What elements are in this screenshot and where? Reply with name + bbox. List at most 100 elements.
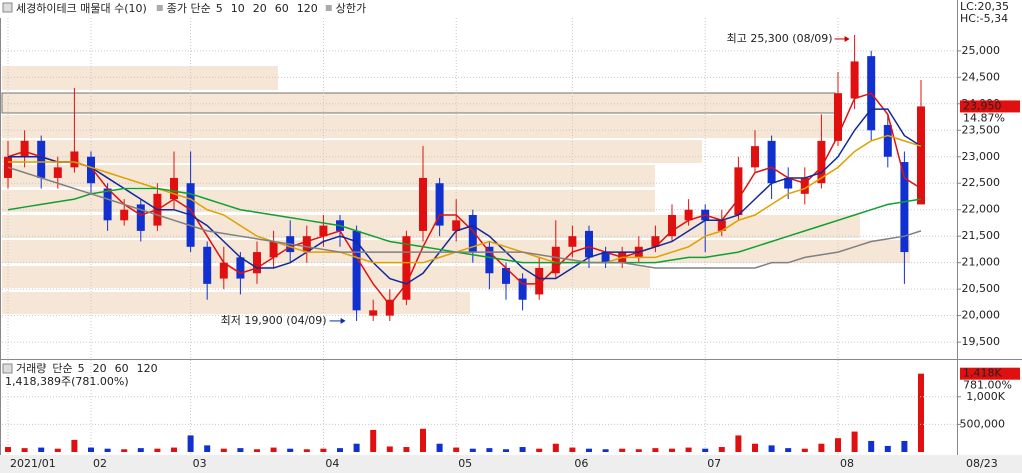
candle-body — [684, 209, 693, 221]
volume-bar — [586, 448, 592, 452]
x-tick-label: 07 — [707, 457, 721, 470]
candle-body — [834, 93, 842, 141]
candle-body — [103, 188, 112, 221]
volume-bar — [486, 448, 493, 452]
candle-body — [402, 236, 411, 300]
volume-bar — [918, 373, 924, 452]
volume-bar — [21, 448, 28, 452]
volume-bar — [884, 445, 891, 452]
last-price-box — [960, 100, 1020, 113]
candle-body — [518, 278, 527, 300]
candle-body — [352, 230, 361, 311]
candle-body — [236, 257, 245, 279]
volume-bar — [801, 448, 808, 452]
candle-body — [551, 246, 560, 274]
legend-icon — [2, 2, 13, 13]
volume-bar — [270, 447, 277, 452]
volume-bar — [785, 448, 792, 452]
candle-body — [900, 162, 909, 253]
volume-bar — [552, 443, 559, 452]
legend-entry: 120 — [297, 2, 318, 15]
volume-bar — [752, 443, 758, 452]
volume-bar — [154, 448, 161, 452]
candle-body — [767, 140, 776, 184]
volume-bar — [337, 448, 343, 452]
candle-body — [87, 156, 95, 184]
volume-bar — [818, 443, 825, 452]
y-tick-label: 20,000 — [962, 309, 1001, 322]
candle-body — [452, 220, 461, 231]
legend-entry: 120 — [137, 362, 158, 375]
ma-line — [7, 187, 922, 264]
candle-body — [302, 236, 311, 253]
legend-icon — [325, 5, 332, 11]
candle-body — [136, 204, 145, 231]
volume-bar — [469, 448, 476, 452]
volume-bar — [685, 447, 692, 452]
x-tick-label: 08 — [840, 457, 854, 470]
volume-bar — [901, 440, 908, 452]
candle-body — [120, 209, 129, 221]
y-tick-label: 1,000K — [966, 390, 1005, 403]
candle-body — [419, 177, 427, 231]
candle-body — [53, 167, 62, 178]
candle-body — [734, 167, 743, 216]
legend-entry: 20 — [253, 2, 267, 15]
x-tick-label: 2021/01 — [10, 457, 56, 470]
candle-body — [485, 246, 494, 274]
y-tick-label: 21,500 — [962, 229, 1001, 242]
x-tick-label: 04 — [325, 457, 339, 470]
volume-bar — [187, 435, 194, 452]
candle-body — [717, 220, 726, 231]
candle-body — [37, 140, 46, 178]
candle-body — [651, 236, 660, 247]
volume-bar — [768, 445, 775, 452]
volume-bar — [204, 445, 211, 452]
volume-bar — [220, 448, 227, 452]
volume-bar — [635, 449, 642, 452]
x-tick-label: 08/23 — [966, 457, 998, 470]
lc-label: LC:20,35 — [960, 0, 1009, 13]
volume-bar — [702, 448, 709, 452]
candle-body — [170, 177, 178, 200]
candle-body — [535, 267, 544, 295]
chart-title: 세경하이테크 매물대 수(10) — [16, 1, 147, 15]
volume-bar — [320, 448, 327, 452]
volume-bar — [536, 448, 543, 452]
candle-body — [70, 151, 79, 168]
volume-bar — [669, 448, 675, 452]
y-tick-label: 19,500 — [962, 335, 1001, 348]
volume-bar — [851, 431, 858, 452]
legend-label: 종가 단순 — [167, 2, 211, 15]
candle-body — [883, 124, 892, 157]
candle-body — [385, 299, 394, 316]
legend-label: 단순 — [52, 362, 72, 375]
arrow-head — [340, 317, 346, 324]
candle-body — [850, 61, 859, 99]
candle-body — [253, 252, 261, 274]
candle-body — [435, 183, 444, 226]
volume-bar — [569, 447, 576, 452]
last-volume-box — [960, 367, 1020, 380]
candle-body — [917, 106, 925, 205]
volume-bar — [104, 448, 111, 452]
candle-body — [20, 140, 29, 157]
arrow-head — [844, 35, 850, 42]
y-tick-label: 20,500 — [962, 282, 1001, 295]
volume-bar — [237, 448, 244, 452]
candle-body — [800, 177, 809, 194]
candle-body — [502, 267, 510, 284]
volume-bar — [386, 446, 393, 452]
candle-body — [568, 236, 577, 247]
volume-bar — [403, 447, 410, 452]
x-tick-label: 03 — [193, 457, 207, 470]
date-axis — [0, 455, 1022, 473]
ma-line — [7, 92, 922, 307]
ma-line — [8, 108, 922, 285]
volume-bar — [453, 447, 460, 452]
y-tick-label: 22,500 — [962, 176, 1001, 189]
volume-bar — [287, 448, 294, 452]
volume-bar — [38, 447, 45, 452]
volume-bar — [88, 447, 94, 452]
